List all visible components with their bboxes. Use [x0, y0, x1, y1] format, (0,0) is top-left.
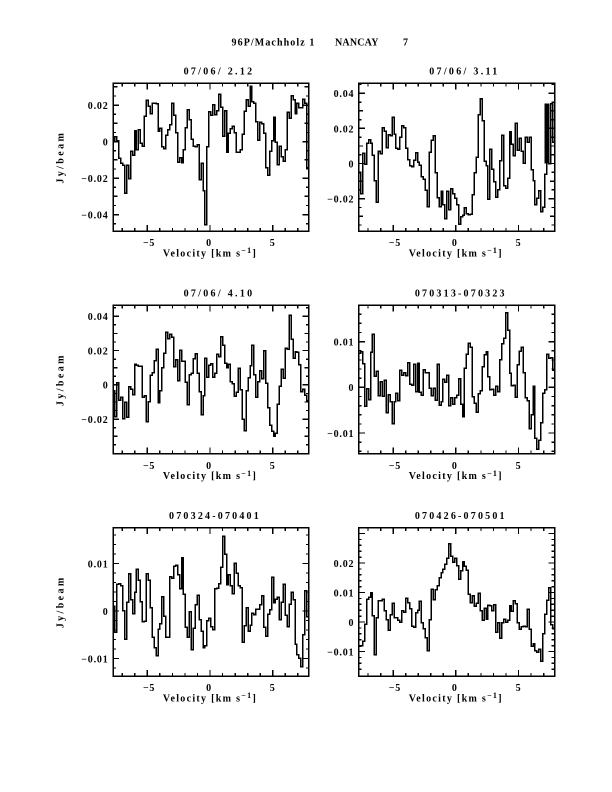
svg-text:−0.02: −0.02 [327, 195, 354, 206]
svg-text:−0.02: −0.02 [81, 415, 108, 426]
svg-text:5: 5 [516, 683, 522, 694]
svg-text:−5: −5 [143, 461, 155, 472]
svg-text:−5: −5 [389, 238, 401, 249]
svg-text:7: 7 [403, 38, 408, 49]
svg-text:Velocity [km s−1]: Velocity [km s−1] [163, 691, 257, 704]
svg-text:07/06/ 3.11: 07/06/ 3.11 [429, 67, 499, 78]
svg-text:0.04: 0.04 [88, 312, 109, 323]
svg-text:Velocity [km s−1]: Velocity [km s−1] [409, 246, 503, 259]
svg-text:0: 0 [206, 683, 212, 694]
svg-text:0.04: 0.04 [334, 89, 355, 100]
svg-text:5: 5 [270, 238, 276, 249]
svg-text:070324-070401: 070324-070401 [169, 511, 261, 522]
svg-text:0: 0 [103, 138, 109, 149]
svg-text:Velocity [km s−1]: Velocity [km s−1] [409, 469, 503, 482]
svg-text:0: 0 [452, 683, 458, 694]
svg-text:96P/Machholz 1: 96P/Machholz 1 [232, 38, 316, 49]
svg-text:5: 5 [270, 683, 276, 694]
svg-text:0: 0 [452, 461, 458, 472]
svg-text:−0.01: −0.01 [81, 654, 108, 665]
svg-text:0: 0 [452, 238, 458, 249]
svg-text:0.02: 0.02 [88, 346, 109, 357]
svg-text:0: 0 [103, 607, 109, 618]
svg-text:0: 0 [348, 159, 354, 170]
svg-text:07/06/ 2.12: 07/06/ 2.12 [184, 67, 255, 78]
svg-text:−5: −5 [389, 461, 401, 472]
svg-text:−5: −5 [143, 683, 155, 694]
svg-text:Jy/beam: Jy/beam [56, 353, 67, 406]
svg-text:Velocity [km s−1]: Velocity [km s−1] [409, 691, 503, 704]
svg-text:070313-070323: 070313-070323 [415, 289, 507, 300]
svg-text:0.02: 0.02 [88, 101, 109, 112]
svg-text:−0.01: −0.01 [327, 647, 354, 658]
svg-text:0.01: 0.01 [88, 559, 109, 570]
svg-text:Jy/beam: Jy/beam [56, 575, 67, 628]
svg-text:0: 0 [206, 238, 212, 249]
svg-text:0.01: 0.01 [334, 588, 355, 599]
svg-text:5: 5 [516, 461, 522, 472]
svg-text:Jy/beam: Jy/beam [56, 131, 67, 184]
svg-text:−0.02: −0.02 [81, 174, 108, 185]
svg-text:0: 0 [348, 383, 354, 394]
svg-text:−5: −5 [389, 683, 401, 694]
svg-text:Velocity [km s−1]: Velocity [km s−1] [163, 246, 257, 259]
svg-text:5: 5 [270, 461, 276, 472]
svg-text:NANCAY: NANCAY [335, 38, 379, 49]
svg-text:0: 0 [103, 381, 109, 392]
svg-text:0: 0 [348, 618, 354, 629]
svg-text:−0.01: −0.01 [327, 429, 354, 440]
svg-text:0.01: 0.01 [334, 338, 355, 349]
svg-text:−5: −5 [143, 238, 155, 249]
svg-text:0.02: 0.02 [334, 559, 355, 570]
svg-text:0: 0 [206, 461, 212, 472]
svg-text:−0.04: −0.04 [81, 211, 108, 222]
svg-text:07/06/ 4.10: 07/06/ 4.10 [184, 289, 255, 300]
svg-text:070426-070501: 070426-070501 [415, 511, 507, 522]
svg-text:Velocity [km s−1]: Velocity [km s−1] [163, 469, 257, 482]
svg-text:0.02: 0.02 [334, 124, 355, 135]
svg-text:5: 5 [516, 238, 522, 249]
